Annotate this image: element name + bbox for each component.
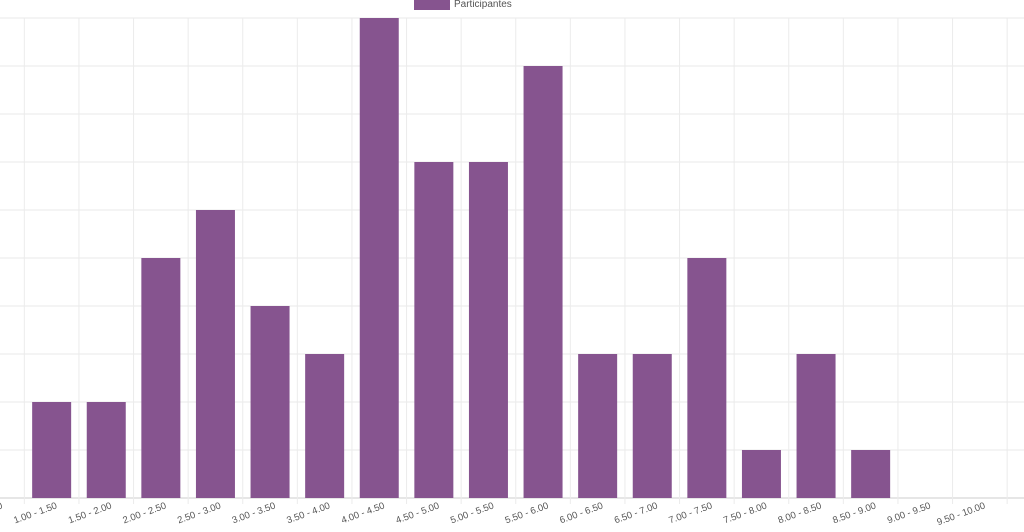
- x-tick-label: 9.50 - 10.00: [935, 500, 986, 528]
- bar-2-50-3-00[interactable]: [195, 210, 235, 498]
- x-tick-label: 6.00 - 6.50: [558, 500, 604, 526]
- bar-1-50-2-00[interactable]: [86, 402, 126, 498]
- bar-8-00-8-50[interactable]: [796, 354, 836, 498]
- x-tick-label: 8.50 - 9.00: [831, 500, 877, 526]
- legend-label-participantes[interactable]: Participantes: [454, 0, 512, 10]
- x-tick-label: 5.50 - 6.00: [504, 500, 550, 526]
- x-tick-label: 1.50 - 2.00: [67, 500, 113, 526]
- x-tick-label: 2.00 - 2.50: [121, 500, 167, 526]
- bar-4-00-4-50[interactable]: [359, 18, 399, 498]
- x-tick-label: 0.50 - 1.00: [0, 500, 4, 526]
- bars: [32, 18, 891, 498]
- bar-6-50-7-00[interactable]: [632, 354, 672, 498]
- x-tick-label: 7.50 - 8.00: [722, 500, 768, 526]
- x-tick-label: 3.50 - 4.00: [285, 500, 331, 526]
- x-tick-label: 4.00 - 4.50: [340, 500, 386, 526]
- x-tick-label: 4.50 - 5.00: [394, 500, 440, 526]
- x-tick-label: 6.50 - 7.00: [613, 500, 659, 526]
- x-tick-label: 7.00 - 7.50: [667, 500, 713, 526]
- bar-3-50-4-00[interactable]: [305, 354, 345, 498]
- x-axis: 0.50 - 1.00 1.00 - 1.50 1.50 - 2.00 2.00 - …: [0, 500, 987, 528]
- x-tick-label: 1.00 - 1.50: [12, 500, 58, 526]
- bar-6-00-6-50[interactable]: [578, 354, 618, 498]
- x-tick-label: 2.50 - 3.00: [176, 500, 222, 526]
- x-tick-label: 8.00 - 8.50: [777, 500, 823, 526]
- bar-7-00-7-50[interactable]: [687, 258, 727, 498]
- bar-2-00-2-50[interactable]: [141, 258, 181, 498]
- x-tick-label: 3.00 - 3.50: [231, 500, 277, 526]
- legend: Participantes: [414, 0, 512, 10]
- bar-8-50-9-00[interactable]: [851, 450, 891, 498]
- bar-7-50-8-00[interactable]: [741, 450, 781, 498]
- bar-1-00-1-50[interactable]: [32, 402, 72, 498]
- x-tick-label: 5.00 - 5.50: [449, 500, 495, 526]
- bar-5-00-5-50[interactable]: [468, 162, 508, 498]
- bar-5-50-6-00[interactable]: [523, 66, 563, 498]
- x-tick-label: 9.00 - 9.50: [886, 500, 932, 526]
- bar-3-00-3-50[interactable]: [250, 306, 290, 498]
- bar-4-50-5-00[interactable]: [414, 162, 454, 498]
- legend-swatch[interactable]: [414, 0, 450, 10]
